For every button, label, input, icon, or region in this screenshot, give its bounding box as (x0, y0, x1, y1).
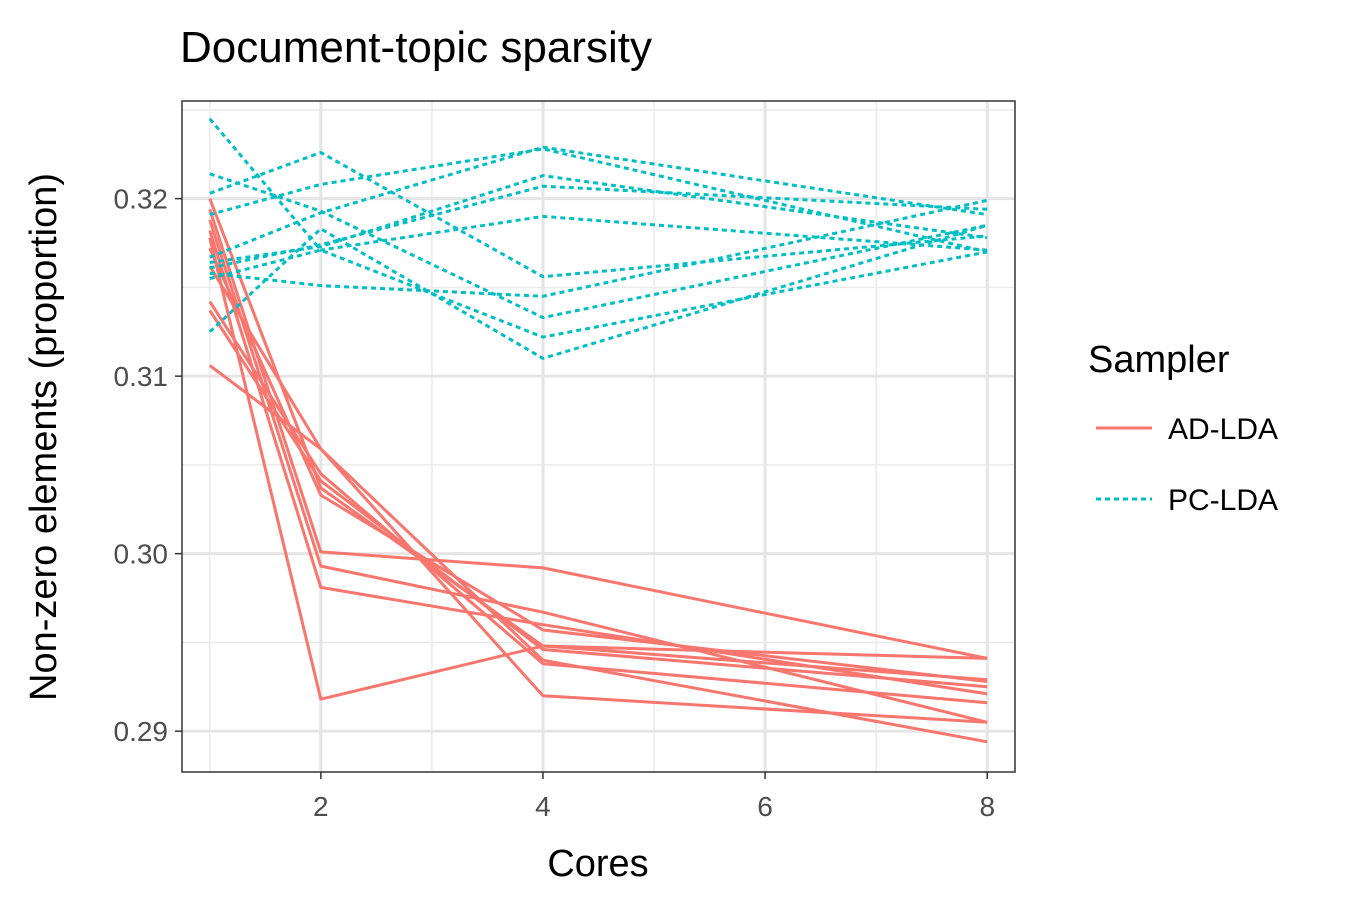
series-line-pc-lda-16 (209, 174, 988, 264)
legend-title: Sampler (1088, 339, 1230, 381)
legend: Sampler AD-LDA PC-LDA (1088, 339, 1278, 517)
series-line-ad-lda-5 (208, 237, 988, 701)
series-line-ad-lda-9 (208, 309, 988, 689)
x-tick-label: 8 (979, 791, 995, 822)
legend-label-ad-lda: AD-LDA (1168, 413, 1278, 446)
legend-label-pc-lda: PC-LDA (1168, 484, 1278, 517)
y-tick-label: 0.31 (114, 361, 169, 392)
plot-panel-border (181, 100, 1016, 773)
series-line-ad-lda-10 (208, 364, 988, 724)
series-line-pc-lda-20 (208, 223, 988, 360)
y-axis-ticks: 0.29 0.30 0.31 0.32 (114, 184, 182, 747)
series-line-pc-lda-15 (209, 145, 988, 259)
x-tick-label: 2 (313, 791, 329, 822)
series-line-ad-lda-7 (208, 265, 988, 744)
series-line-pc-lda-12 (209, 172, 988, 320)
series-line-pc-lda-13 (209, 151, 988, 279)
series-line-pc-lda-14 (209, 147, 988, 254)
series-line-ad-lda-4 (208, 230, 988, 696)
chart-title: Document-topic sparsity (180, 23, 652, 72)
x-axis-ticks: 2 4 6 8 (313, 772, 995, 822)
series-line-ad-lda-2 (208, 208, 988, 660)
x-axis-label: Cores (547, 843, 648, 885)
x-tick-label: 4 (535, 791, 551, 822)
y-tick-label: 0.30 (114, 539, 169, 570)
y-axis-label: Non-zero elements (proportion) (23, 173, 65, 701)
series-line-pc-lda-17 (209, 184, 988, 270)
series-layer (208, 117, 988, 744)
series-line-ad-lda-1 (208, 198, 988, 682)
series-line-pc-lda-18 (209, 198, 988, 298)
y-tick-label: 0.32 (114, 184, 169, 215)
series-line-pc-lda-11 (208, 117, 988, 252)
series-line-pc-lda-19 (209, 248, 988, 339)
series-line-ad-lda-8 (208, 300, 988, 705)
series-line-ad-lda-6 (208, 247, 988, 683)
y-tick-label: 0.29 (114, 716, 169, 747)
x-tick-label: 6 (757, 791, 773, 822)
